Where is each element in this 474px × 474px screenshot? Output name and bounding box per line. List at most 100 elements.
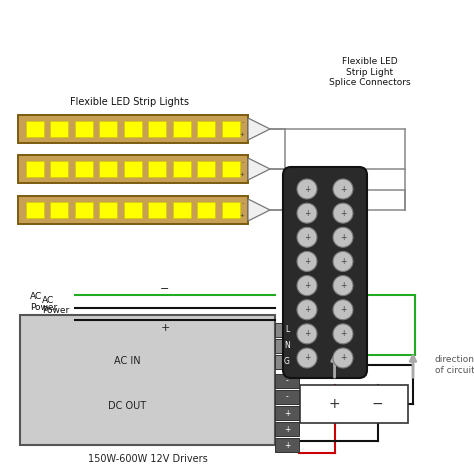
Text: +: + (240, 132, 245, 137)
Circle shape (333, 324, 353, 344)
Text: ·: · (241, 120, 243, 127)
Bar (75, 121, 93, 137)
Bar (75, 202, 93, 218)
Bar (300, 385, 408, 423)
Text: AC
Power: AC Power (42, 296, 69, 315)
Text: -: - (286, 392, 288, 401)
Circle shape (333, 275, 353, 296)
Bar (275, 406, 299, 420)
Bar (26, 202, 44, 218)
Bar (222, 161, 240, 177)
Bar (222, 202, 240, 218)
Bar (148, 121, 166, 137)
Bar (173, 202, 191, 218)
Text: +: + (304, 305, 310, 314)
Circle shape (297, 324, 317, 344)
Text: ·: · (241, 201, 243, 208)
Bar (100, 121, 118, 137)
Text: +: + (340, 209, 346, 218)
Text: +: + (304, 233, 310, 242)
Bar (222, 121, 240, 137)
Bar (51, 202, 69, 218)
Bar (275, 355, 299, 369)
Bar (100, 202, 118, 218)
Text: +: + (329, 397, 340, 411)
Bar (124, 161, 142, 177)
Text: +: + (340, 329, 346, 338)
Bar (51, 161, 69, 177)
Text: L: L (285, 326, 289, 335)
Text: +: + (304, 354, 310, 363)
Circle shape (333, 300, 353, 320)
Circle shape (333, 203, 353, 223)
Text: +: + (340, 305, 346, 314)
Text: AC
Power: AC Power (30, 292, 57, 312)
Text: +: + (304, 281, 310, 290)
Bar (18, 155, 248, 183)
Circle shape (297, 348, 317, 368)
Text: +: + (240, 213, 245, 218)
Bar (26, 121, 44, 137)
Circle shape (297, 251, 317, 272)
Bar (100, 161, 118, 177)
Bar (148, 202, 166, 218)
Bar (18, 115, 248, 143)
Bar (275, 339, 299, 353)
Bar (124, 121, 142, 137)
Circle shape (333, 228, 353, 247)
Text: +: + (240, 172, 245, 177)
Bar (275, 422, 299, 436)
Polygon shape (248, 199, 270, 221)
Bar (275, 374, 299, 388)
Text: +: + (304, 209, 310, 218)
Text: +: + (340, 281, 346, 290)
Text: Flexible LED Strip Lights: Flexible LED Strip Lights (71, 97, 190, 107)
Bar (51, 121, 69, 137)
Text: Flexible LED
Strip Light
Splice Connectors: Flexible LED Strip Light Splice Connecto… (329, 57, 411, 87)
Bar (275, 390, 299, 404)
Text: DC OUT: DC OUT (108, 401, 146, 411)
Polygon shape (248, 158, 270, 180)
Text: +: + (340, 233, 346, 242)
Text: +: + (160, 323, 170, 333)
Circle shape (297, 300, 317, 320)
Text: −: − (372, 397, 383, 411)
Bar (75, 161, 93, 177)
Text: +: + (284, 440, 290, 449)
Text: direction
of circuit: direction of circuit (435, 356, 474, 375)
Text: +: + (284, 425, 290, 434)
Text: ·: · (241, 160, 243, 166)
Text: +: + (284, 409, 290, 418)
Text: 150W-600W 12V Drivers: 150W-600W 12V Drivers (88, 454, 207, 464)
Circle shape (297, 203, 317, 223)
Text: +: + (340, 257, 346, 266)
Bar (124, 202, 142, 218)
Bar (20, 315, 275, 445)
Text: +: + (340, 184, 346, 193)
Bar (198, 161, 216, 177)
Bar (148, 161, 166, 177)
Circle shape (297, 179, 317, 199)
Text: AC IN: AC IN (114, 356, 140, 365)
Circle shape (297, 275, 317, 296)
Circle shape (333, 179, 353, 199)
Text: −: − (160, 284, 170, 294)
Text: +: + (304, 184, 310, 193)
Bar (173, 121, 191, 137)
Text: N: N (284, 341, 290, 350)
Bar (198, 121, 216, 137)
Bar (275, 323, 299, 337)
Text: G: G (284, 357, 290, 366)
Circle shape (333, 251, 353, 272)
Circle shape (297, 228, 317, 247)
Bar (173, 161, 191, 177)
Bar (275, 438, 299, 452)
FancyBboxPatch shape (283, 167, 367, 378)
Text: -: - (286, 376, 288, 385)
Bar (26, 161, 44, 177)
Text: +: + (340, 354, 346, 363)
Text: +: + (304, 329, 310, 338)
Bar (198, 202, 216, 218)
Polygon shape (248, 118, 270, 140)
Text: +: + (304, 257, 310, 266)
